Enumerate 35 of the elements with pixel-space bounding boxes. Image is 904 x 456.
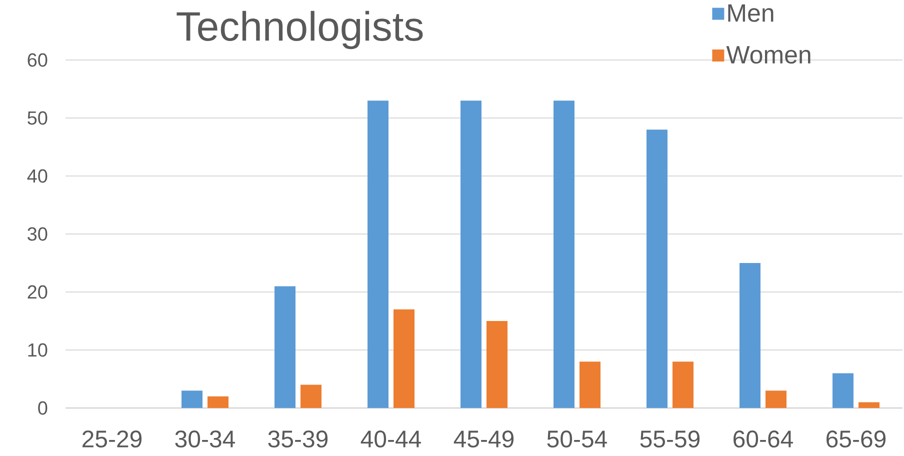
bar xyxy=(580,362,601,408)
bar xyxy=(460,100,482,408)
bar xyxy=(368,100,389,408)
bar xyxy=(740,263,761,408)
bar xyxy=(300,384,322,408)
x-tick-label: 30-34 xyxy=(175,430,235,448)
bar xyxy=(858,402,880,408)
x-tick-label: 60-64 xyxy=(734,430,793,448)
x-tick-label: 25-29 xyxy=(82,430,142,448)
x-tick-label: 35-39 xyxy=(268,430,328,448)
bar xyxy=(394,309,415,408)
bar xyxy=(208,396,229,408)
x-tick-label: 50-54 xyxy=(547,430,607,448)
chart-title: Technologists xyxy=(176,10,423,50)
y-tick-label: 30 xyxy=(28,227,48,241)
bar xyxy=(554,100,574,408)
bar xyxy=(832,373,854,408)
bar xyxy=(486,321,508,408)
y-tick-label: 10 xyxy=(28,343,48,357)
bar xyxy=(766,390,787,408)
y-tick-label: 20 xyxy=(28,285,48,299)
y-tick-label: 0 xyxy=(38,401,48,415)
bar xyxy=(646,130,668,408)
y-tick-label: 60 xyxy=(28,53,48,67)
y-tick-label: 40 xyxy=(27,169,48,183)
x-tick-label: 55-59 xyxy=(640,430,700,448)
x-tick-label: 45-49 xyxy=(454,430,514,448)
legend-label: Women xyxy=(726,46,810,64)
bar xyxy=(672,362,694,408)
x-tick-label: 40-44 xyxy=(360,430,421,448)
legend-label: Men xyxy=(728,4,774,22)
bar xyxy=(274,286,296,408)
y-tick-label: 50 xyxy=(28,111,48,125)
bar xyxy=(182,390,203,408)
x-tick-label: 65-69 xyxy=(826,430,886,448)
